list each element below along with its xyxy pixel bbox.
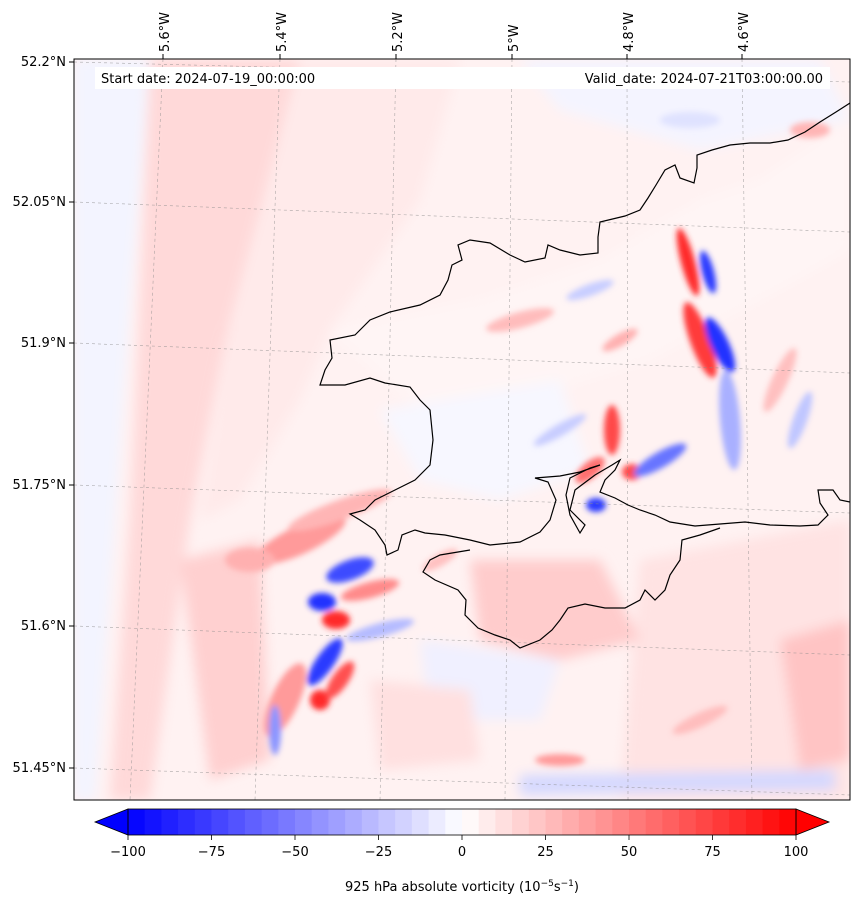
colorbar-tick-label: −50 (281, 845, 308, 860)
colorbar-swatch (378, 809, 396, 835)
colorbar-tick-label: 25 (537, 845, 554, 860)
lon-label: 5.4°W (275, 12, 290, 52)
colorbar-extend-high (795, 808, 831, 836)
colorbar-tick-label: −100 (110, 845, 146, 860)
colorbar-extend-low (93, 808, 129, 836)
longitude-labels: 5.6°W 5.4°W 5.2°W 5°W 4.8°W 4.6°W (158, 12, 752, 59)
colorbar-swatch (528, 809, 546, 835)
colorbar-ticks: −100 −75 −50 −25 0 25 50 75 100 (110, 835, 808, 860)
colorbar-swatch (445, 809, 463, 835)
colorbar-swatch (612, 809, 630, 835)
colorbar-swatch (178, 809, 196, 835)
colorbar-tick-label: 0 (458, 845, 466, 860)
colorbar-swatch (228, 809, 246, 835)
colorbar-swatch (144, 809, 162, 835)
colorbar-swatch (311, 809, 329, 835)
colorbar-swatch (244, 809, 262, 835)
colorbar-tick-label: −75 (198, 845, 225, 860)
colorbar-swatch (194, 809, 212, 835)
lon-label: 5.6°W (158, 12, 173, 52)
colorbar-swatch (161, 809, 179, 835)
colorbar-swatch (261, 809, 279, 835)
lon-label: 5.2°W (391, 12, 406, 52)
colorbar-swatch (478, 809, 496, 835)
colorbar-swatch (395, 809, 413, 835)
colorbar-tick-label: −25 (365, 845, 392, 860)
colorbar: −100 −75 −50 −25 0 25 50 75 100 925 hPa absolute… (93, 808, 831, 895)
coastline (319, 102, 850, 649)
colorbar-swatch (361, 809, 379, 835)
lat-label: 52.2°N (21, 55, 66, 70)
colorbar-tick-label: 75 (704, 845, 721, 860)
colorbar-tick-label: 100 (784, 845, 809, 860)
lat-label: 51.75°N (13, 478, 66, 493)
header-box (95, 67, 830, 89)
lon-label: 4.6°W (737, 12, 752, 52)
colorbar-swatches (128, 809, 797, 835)
lat-label: 51.9°N (21, 336, 66, 351)
colorbar-swatch (278, 809, 296, 835)
colorbar-swatch (345, 809, 363, 835)
colorbar-swatch (328, 809, 346, 835)
colorbar-swatch (779, 809, 797, 835)
start-date-text: Start date: 2024-07-19_00:00:00 (101, 72, 315, 87)
colorbar-label: 925 hPa absolute vorticity (10−5s−1) (345, 879, 579, 895)
graticule (74, 59, 850, 800)
colorbar-swatch (495, 809, 513, 835)
lon-label: 4.8°W (622, 12, 637, 52)
colorbar-swatch (211, 809, 229, 835)
colorbar-swatch (545, 809, 563, 835)
colorbar-swatch (712, 809, 730, 835)
lat-label: 51.45°N (13, 761, 66, 776)
colorbar-swatch (295, 809, 313, 835)
colorbar-swatch (679, 809, 697, 835)
vorticity-field (74, 59, 850, 800)
colorbar-swatch (411, 809, 429, 835)
map-frame (73, 58, 851, 801)
colorbar-swatch (645, 809, 663, 835)
colorbar-tick-label: 50 (621, 845, 638, 860)
colorbar-swatch (762, 809, 780, 835)
colorbar-swatch (662, 809, 680, 835)
colorbar-swatch (428, 809, 446, 835)
colorbar-swatch (595, 809, 613, 835)
lon-label: 5°W (507, 24, 522, 52)
lat-label: 51.6°N (21, 619, 66, 634)
latitude-labels: 52.2°N 52.05°N 51.9°N 51.75°N 51.6°N 51.… (13, 55, 74, 776)
lat-label: 52.05°N (13, 195, 66, 210)
colorbar-swatch (562, 809, 580, 835)
colorbar-swatch (128, 809, 146, 835)
colorbar-swatch (578, 809, 596, 835)
colorbar-swatch (729, 809, 747, 835)
colorbar-swatch (629, 809, 647, 835)
colorbar-swatch (462, 809, 480, 835)
valid-date-text: Valid_date: 2024-07-21T03:00:00.00 (585, 72, 823, 87)
colorbar-swatch (695, 809, 713, 835)
colorbar-swatch (745, 809, 763, 835)
colorbar-swatch (512, 809, 530, 835)
